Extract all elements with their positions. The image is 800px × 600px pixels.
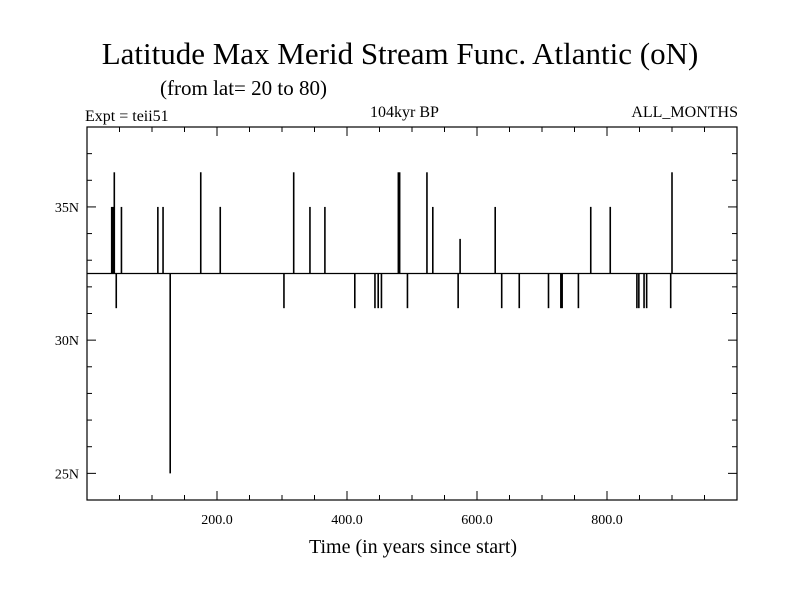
y-tick-label: 25N <box>55 467 79 482</box>
months-label: ALL_MONTHS <box>631 104 738 121</box>
chart-title: Latitude Max Merid Stream Func. Atlantic… <box>101 36 699 71</box>
y-tick-label: 30N <box>55 334 79 349</box>
period-label: 104kyr BP <box>370 104 439 121</box>
y-tick-label: 35N <box>55 201 79 216</box>
plot-frame <box>86 126 738 501</box>
experiment-label: Expt = teii51 <box>85 108 169 125</box>
x-tick-label: 200.0 <box>201 513 233 528</box>
x-tick-label: 400.0 <box>331 513 363 528</box>
chart-subtitle: (from lat= 20 to 80) <box>160 76 327 100</box>
x-tick-label: 800.0 <box>591 513 623 528</box>
x-tick-label: 600.0 <box>461 513 493 528</box>
x-axis-label: Time (in years since start) <box>308 536 518 558</box>
